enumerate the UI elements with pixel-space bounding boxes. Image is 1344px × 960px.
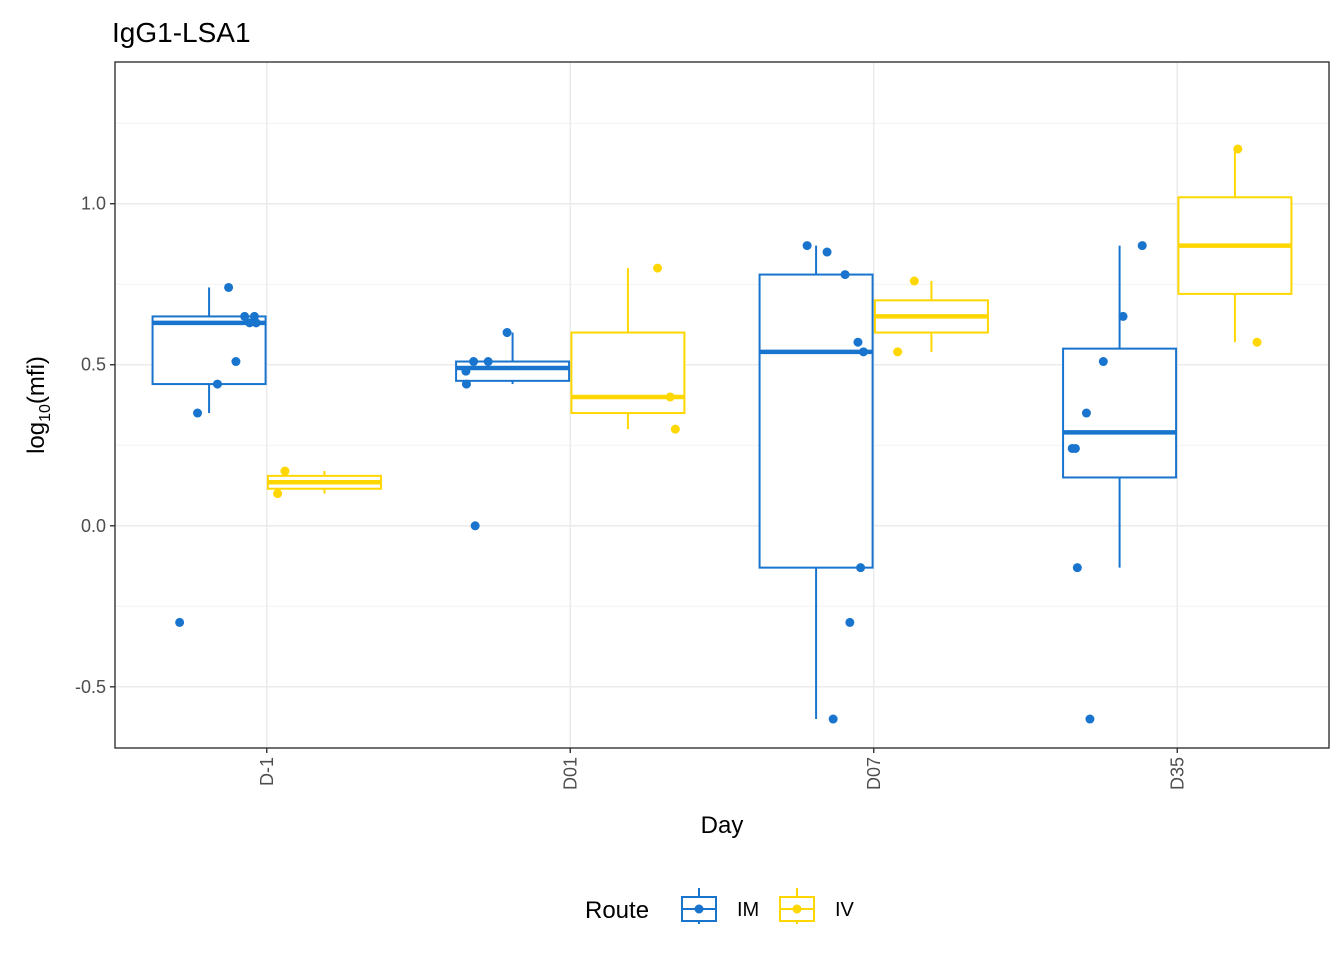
point-IM xyxy=(840,270,850,280)
y-tick-label: -0.5 xyxy=(75,677,106,697)
grid xyxy=(115,62,1329,748)
y-tick-label: 0.0 xyxy=(81,516,106,536)
box-rect xyxy=(151,315,267,386)
y-axis-title: log10(mfi) xyxy=(23,356,54,454)
box-rect xyxy=(570,331,686,415)
x-tick-label: D01 xyxy=(560,757,580,790)
point-IM xyxy=(1098,357,1108,367)
x-axis-title: Day xyxy=(701,812,744,839)
point-IM xyxy=(212,379,222,389)
point-IM xyxy=(469,357,479,367)
point-IM xyxy=(1067,443,1077,453)
legend-label: IM xyxy=(737,899,759,921)
legend-point xyxy=(694,904,704,914)
y-axis-title-main: log xyxy=(23,422,50,454)
point-IM xyxy=(1072,563,1082,573)
y-tick-label: 0.5 xyxy=(81,355,106,375)
point-IV xyxy=(273,489,283,499)
box-IV-D-1 xyxy=(266,471,382,494)
box-IV-D01 xyxy=(570,268,686,430)
point-IM xyxy=(461,379,471,389)
point-IM xyxy=(822,247,832,257)
point-IM xyxy=(802,241,812,251)
point-IM xyxy=(245,318,255,328)
box-rect xyxy=(758,273,874,569)
point-IM xyxy=(1137,241,1147,251)
legend-point xyxy=(792,904,802,914)
point-IM xyxy=(1081,408,1091,418)
point-IV xyxy=(653,263,663,273)
point-IM xyxy=(1085,714,1095,724)
legend-title: Route xyxy=(585,897,649,924)
point-IM xyxy=(470,521,480,531)
y-axis-title-sub: 10 xyxy=(37,404,54,422)
point-IV xyxy=(1252,337,1262,347)
x-tick-label: D35 xyxy=(1167,757,1187,790)
point-IV xyxy=(665,392,675,402)
point-IM xyxy=(502,328,512,338)
y-axis-title-rest: (mfi) xyxy=(23,356,50,404)
point-IV xyxy=(280,466,290,476)
legend-label: IV xyxy=(835,899,855,921)
x-tick-label: D07 xyxy=(864,757,884,790)
y-axis: -0.5 0.0 0.5 1.0 xyxy=(75,194,115,697)
legend-key-IM: IM xyxy=(681,888,759,924)
plot-border xyxy=(114,61,1330,749)
point-IM xyxy=(853,337,863,347)
point-IM xyxy=(231,357,241,367)
point-IV xyxy=(1233,144,1243,154)
y-tick-label: 1.0 xyxy=(81,194,106,214)
box-IM-D-1 xyxy=(151,287,267,414)
point-IV xyxy=(670,424,680,434)
box-IV-D07 xyxy=(873,281,989,352)
x-tick-label: D-1 xyxy=(257,757,277,786)
box-IV-D35 xyxy=(1177,148,1293,343)
point-IM xyxy=(856,563,866,573)
point-IV xyxy=(893,347,903,357)
chart-title: IgG1-LSA1 xyxy=(112,17,251,48)
point-IM xyxy=(1118,311,1128,321)
point-IM xyxy=(845,617,855,627)
point-IM xyxy=(461,366,471,376)
point-IM xyxy=(251,318,261,328)
points xyxy=(175,144,1262,724)
boxes xyxy=(151,148,1293,720)
box-IM-D07 xyxy=(758,245,874,720)
point-IV xyxy=(909,276,919,286)
point-IM xyxy=(240,311,250,321)
point-IM xyxy=(224,282,234,292)
legend: Route IM IV xyxy=(585,888,855,924)
x-axis: D-1 D01 D07 D35 xyxy=(257,748,1187,790)
point-IM xyxy=(193,408,203,418)
point-IM xyxy=(828,714,838,724)
box-rect xyxy=(1062,347,1178,479)
legend-key-IV: IV xyxy=(779,888,855,924)
point-IM xyxy=(483,357,493,367)
box-IM-D35 xyxy=(1062,245,1178,568)
point-IM xyxy=(858,347,868,357)
box-IM-D01 xyxy=(455,332,571,385)
point-IM xyxy=(175,617,185,627)
